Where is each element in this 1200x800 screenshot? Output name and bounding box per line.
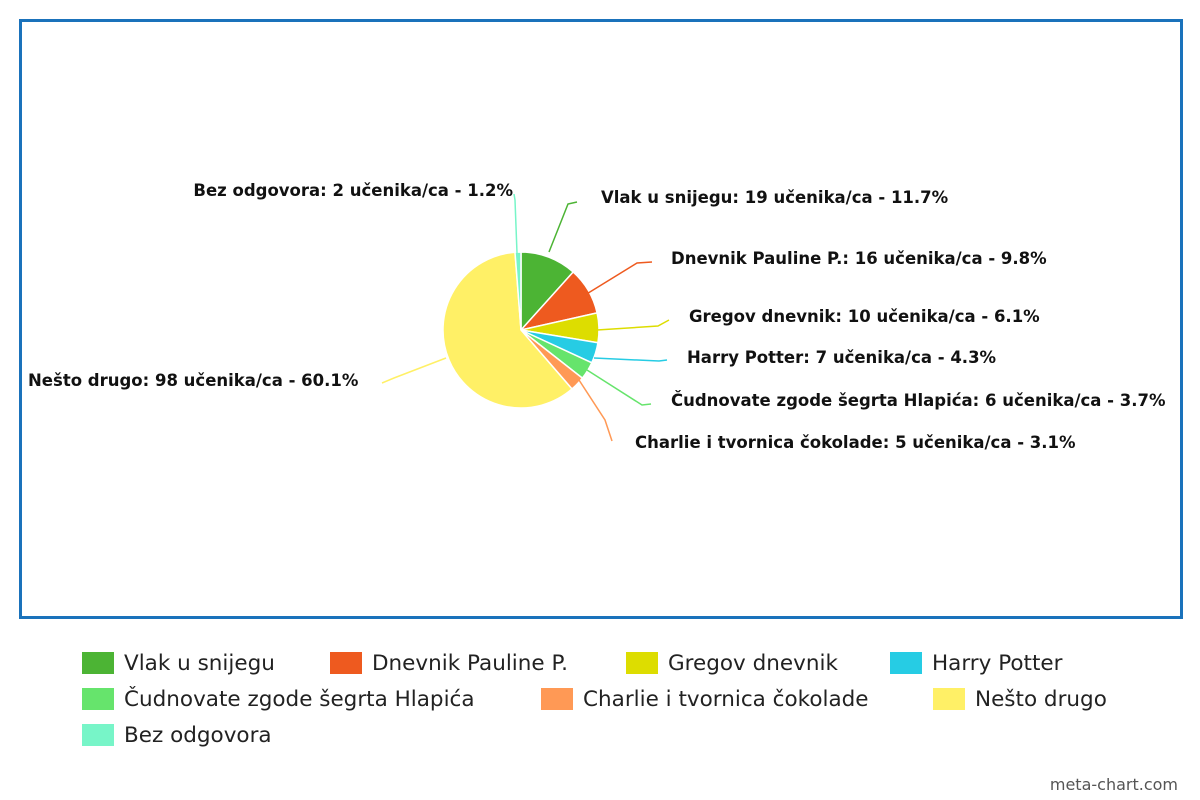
legend-label: Nešto drugo (975, 686, 1107, 712)
legend-swatch (82, 652, 114, 674)
legend-item[interactable]: Charlie i tvornica čokolade (541, 686, 869, 712)
leader-line (593, 357, 668, 362)
legend-label: Gregov dnevnik (668, 650, 838, 676)
leader-line (584, 261, 653, 296)
legend-item[interactable]: Čudnovate zgode šegrta Hlapića (82, 686, 475, 712)
legend-swatch (541, 688, 573, 710)
legend-item[interactable]: Nešto drugo (933, 686, 1107, 712)
data-label: Vlak u snijegu: 19 učenika/ca - 11.7% (601, 188, 949, 207)
leader-line (586, 369, 652, 406)
pie-slice[interactable] (514, 251, 522, 331)
legend-item[interactable]: Harry Potter (890, 650, 1062, 676)
legend-item[interactable]: Gregov dnevnik (626, 650, 838, 676)
legend-label: Harry Potter (932, 650, 1063, 676)
leader-line (548, 201, 578, 253)
data-label: Bez odgovora: 2 učenika/ca - 1.2% (193, 181, 513, 200)
legend-swatch (82, 724, 114, 746)
legend-item[interactable]: Vlak u snijegu (82, 650, 275, 676)
legend-item[interactable]: Bez odgovora (82, 722, 272, 748)
legend-label: Čudnovate zgode šegrta Hlapića (124, 686, 475, 712)
legend-label: Charlie i tvornica čokolade (583, 686, 869, 712)
watermark: meta-chart.com (1049, 775, 1178, 794)
leader-line (596, 319, 670, 331)
data-label: Harry Potter: 7 učenika/ca - 4.3% (687, 348, 997, 367)
data-label: Gregov dnevnik: 10 učenika/ca - 6.1% (689, 307, 1040, 326)
pie-chart: Vlak u snijegu: 19 učenika/ca - 11.7% Dne… (28, 181, 1166, 452)
legend-swatch (890, 652, 922, 674)
data-label: Charlie i tvornica čokolade: 5 učenika/c… (635, 433, 1076, 452)
legend-label: Vlak u snijegu (124, 650, 275, 676)
leader-line (381, 357, 447, 384)
leader-line (578, 379, 613, 442)
chart-frame: Vlak u snijegu: 19 učenika/ca - 11.7% Dne… (19, 19, 1183, 619)
legend-swatch (82, 688, 114, 710)
data-label: Nešto drugo: 98 učenika/ca - 60.1% (28, 371, 359, 390)
legend-swatch (330, 652, 362, 674)
pie-slice[interactable] (442, 251, 574, 409)
legend-label: Bez odgovora (124, 722, 272, 748)
data-label: Čudnovate zgode šegrta Hlapića: 6 učenik… (671, 391, 1166, 410)
data-label: Dnevnik Pauline P.: 16 učenika/ca - 9.8% (671, 249, 1047, 268)
legend-swatch (626, 652, 658, 674)
leader-line (513, 193, 518, 254)
legend-item[interactable]: Dnevnik Pauline P. (330, 650, 568, 676)
legend-swatch (933, 688, 965, 710)
legend-label: Dnevnik Pauline P. (372, 650, 568, 676)
